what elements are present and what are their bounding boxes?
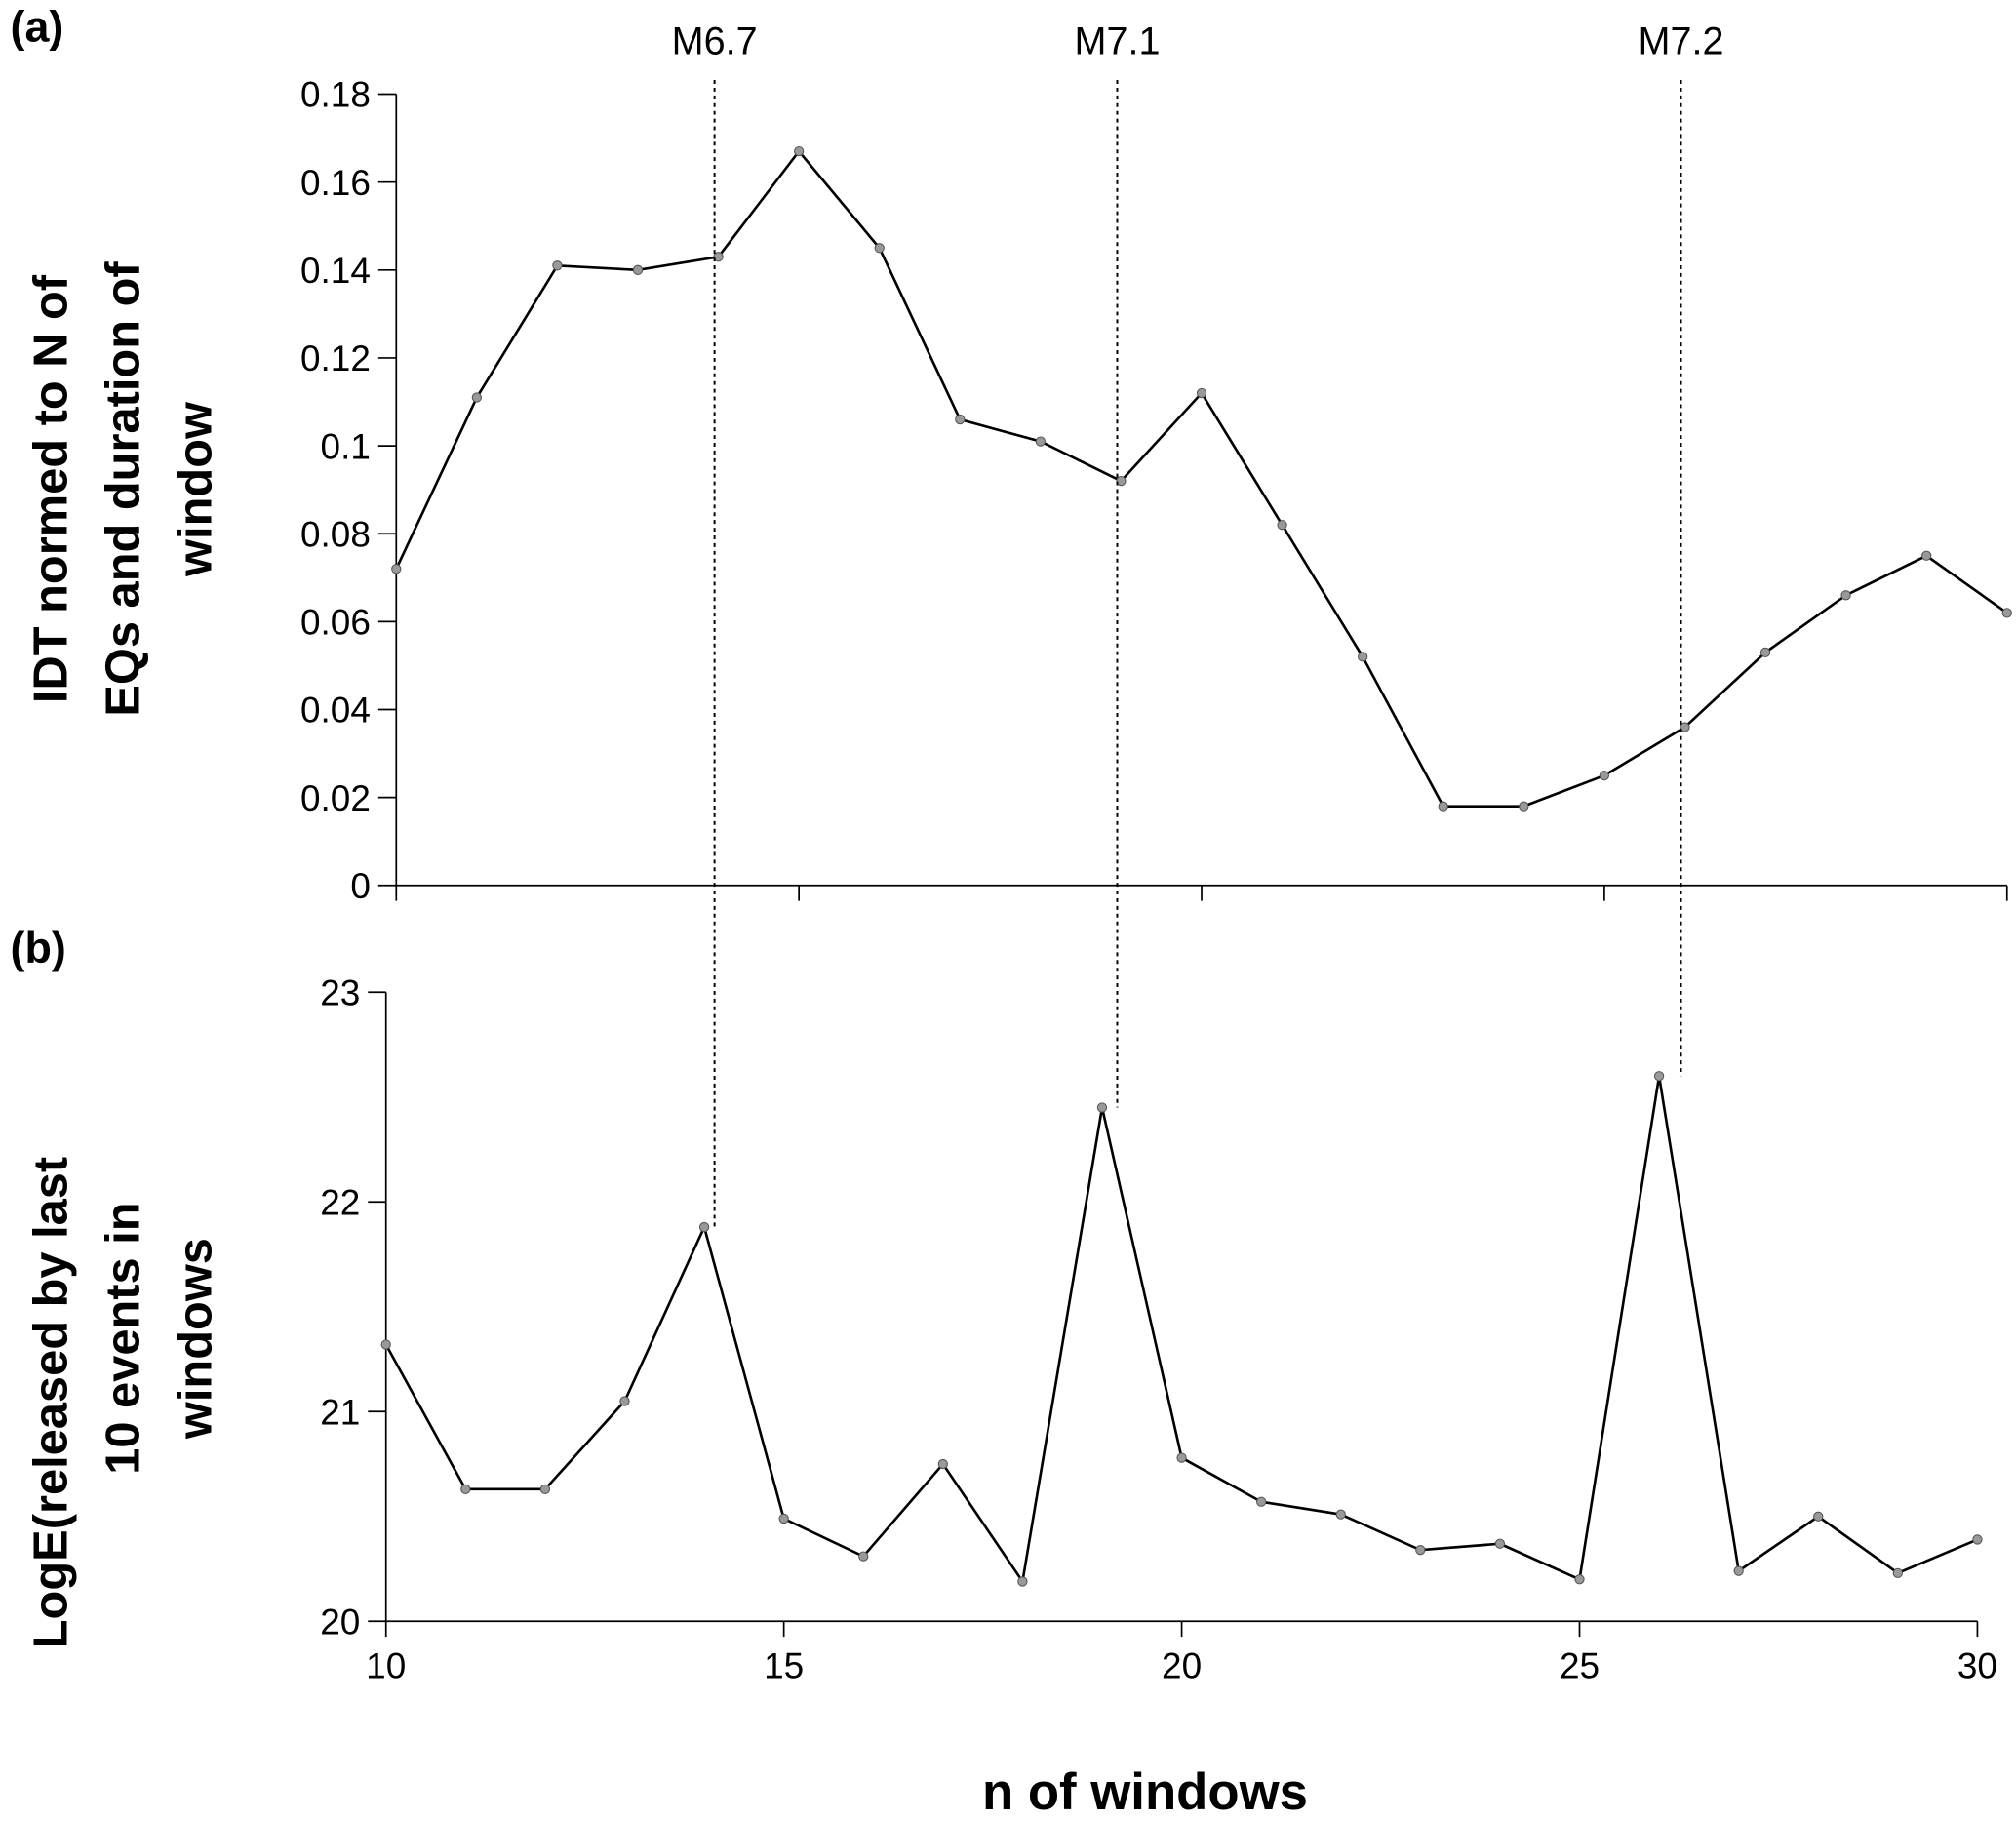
x-tick-label: 30 — [1957, 1645, 1997, 1685]
data-point — [1813, 1511, 1824, 1522]
data-point — [794, 145, 805, 157]
data-point — [1277, 520, 1287, 531]
data-point — [1519, 801, 1529, 812]
y-tick-label: 0.06 — [300, 603, 371, 643]
data-point — [1759, 647, 1771, 658]
x-tick-label: 10 — [366, 1645, 406, 1685]
data-point — [937, 1458, 948, 1470]
data-point — [874, 243, 885, 254]
data-point — [1494, 1538, 1506, 1549]
data-point — [380, 1339, 391, 1350]
data-point — [1358, 652, 1368, 662]
y-tick-label: 0.18 — [300, 75, 371, 115]
y-tick-label: 0.1 — [321, 426, 371, 466]
data-point — [2001, 608, 2012, 618]
y-axis-label-b: LogE(released by last 10 events in windo… — [25, 1157, 222, 1648]
panel-a-label: (a) — [11, 1, 64, 51]
y-axis-label-b-line3: windows — [169, 1238, 221, 1440]
data-point — [1733, 1565, 1744, 1576]
panel-b-label: (b) — [11, 923, 66, 972]
y-tick-label: 0.14 — [300, 251, 371, 291]
y-tick-label: 0.02 — [300, 778, 371, 818]
y-axis-label-b-line1: LogE(released by last — [25, 1157, 78, 1648]
event-label-m7-2: M7.2 — [1639, 20, 1724, 63]
data-point — [858, 1551, 869, 1562]
data-point — [713, 252, 724, 262]
data-point — [1256, 1496, 1267, 1507]
data-point — [1972, 1534, 1983, 1545]
data-point — [1438, 801, 1448, 812]
y-tick-label: 21 — [320, 1392, 360, 1432]
y-tick-label: 0.04 — [300, 691, 371, 731]
data-point — [632, 264, 644, 275]
y-axis-label-b-line2: 10 events in — [97, 1202, 149, 1474]
data-point — [391, 564, 402, 574]
x-tick-label: 25 — [1560, 1645, 1600, 1685]
series-line-1 — [384, 1076, 1978, 1585]
y-axis-label-a-line2: EQs and duration of — [97, 261, 149, 717]
event-label-m6-7: M6.7 — [672, 20, 758, 63]
data-point — [1599, 770, 1610, 781]
y-tick-label: 0.12 — [300, 338, 371, 378]
data-point — [698, 1221, 710, 1233]
y-axis-label-a-line3: window — [169, 401, 221, 577]
y-tick-label: 23 — [320, 972, 360, 1012]
x-tick-label: 20 — [1162, 1645, 1202, 1685]
x-tick-label: 15 — [764, 1645, 804, 1685]
data-point — [1176, 1452, 1187, 1463]
y-tick-label: 0 — [350, 866, 371, 906]
data-point — [778, 1513, 789, 1524]
data-point — [619, 1396, 630, 1406]
y-axis-label-a-line1: IDT normed to N of — [25, 274, 78, 703]
data-point — [552, 260, 563, 271]
data-point — [471, 392, 482, 403]
y-axis-label-a: IDT normed to N of EQs and duration of w… — [25, 261, 222, 717]
y-tick-label: 0.08 — [300, 514, 371, 554]
data-point — [1840, 590, 1851, 601]
data-point — [1196, 387, 1207, 399]
series-line-0 — [395, 149, 2008, 808]
y-tick-label: 22 — [320, 1182, 360, 1222]
y-tick-label: 20 — [320, 1602, 360, 1642]
data-point — [1574, 1574, 1585, 1585]
event-label-m7-1: M7.1 — [1075, 20, 1161, 63]
data-point — [1017, 1576, 1028, 1587]
data-point — [1335, 1509, 1346, 1520]
data-point — [460, 1484, 471, 1494]
data-point — [1653, 1071, 1665, 1082]
data-point — [1415, 1545, 1426, 1556]
data-point — [539, 1484, 551, 1494]
data-point — [1892, 1567, 1903, 1578]
x-axis-label: n of windows — [982, 1763, 1308, 1821]
y-tick-label: 0.16 — [300, 163, 371, 203]
data-point — [1921, 550, 1932, 561]
data-point — [1116, 476, 1127, 487]
data-point — [1035, 436, 1047, 447]
data-point — [1096, 1102, 1108, 1113]
data-point — [955, 414, 966, 425]
data-point — [1680, 722, 1690, 732]
